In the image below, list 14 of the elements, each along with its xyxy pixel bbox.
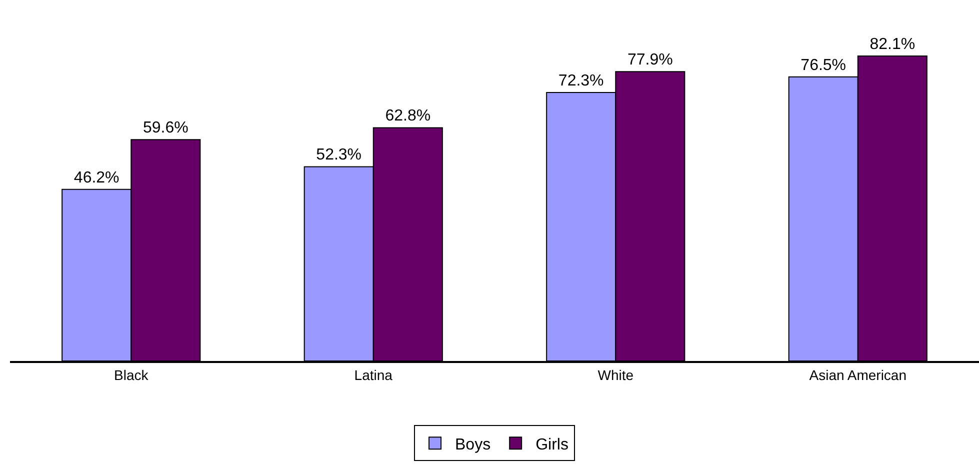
data-label: 82.1%: [870, 36, 916, 54]
x-tick-label: Asian American: [809, 366, 907, 383]
data-label: 77.9%: [627, 52, 673, 69]
x-tick-label: Black: [114, 366, 150, 383]
x-tick-label: Latina: [354, 366, 393, 383]
data-label: 46.2%: [74, 169, 120, 186]
legend-label: Girls: [536, 436, 568, 454]
data-label: 59.6%: [142, 120, 188, 137]
data-label: 76.5%: [800, 56, 846, 74]
data-label: 72.3%: [558, 72, 604, 90]
legend-label: Boys: [455, 436, 491, 454]
data-label: 62.8%: [385, 108, 431, 125]
x-tick-label: White: [598, 366, 634, 383]
data-label: 52.3%: [316, 146, 362, 164]
